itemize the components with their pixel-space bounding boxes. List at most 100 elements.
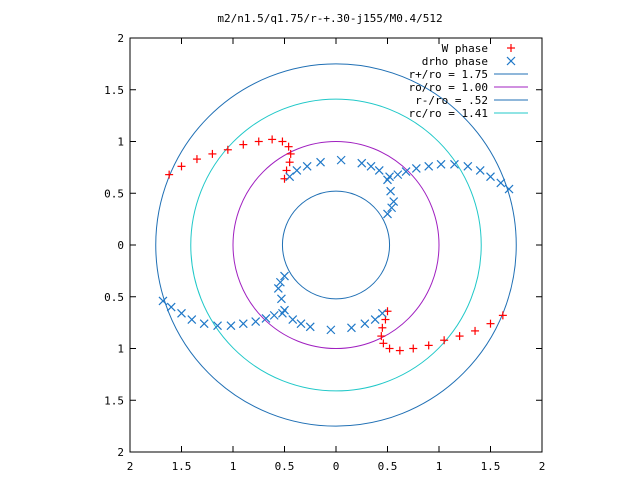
marker-stroke <box>275 277 285 287</box>
marker-stroke <box>305 322 315 332</box>
legend-marker <box>506 56 516 66</box>
marker-stroke <box>386 186 396 196</box>
y-tick-label: 1.5 <box>104 84 124 97</box>
y-tick-label: 2 <box>117 446 124 459</box>
marker-stroke <box>393 170 403 180</box>
drho-phase-point <box>273 284 283 293</box>
drho-phase-point <box>347 323 356 333</box>
w-phase-point <box>486 319 495 328</box>
drho-phase-point <box>275 277 285 287</box>
drho-phase-point <box>374 166 384 175</box>
marker-stroke <box>347 323 356 333</box>
y-tick-label: 1 <box>117 343 124 356</box>
y-tick-label: 1.5 <box>104 394 124 407</box>
marker-stroke <box>187 315 197 324</box>
drho-phase-point <box>226 321 236 331</box>
y-tick-label: 1 <box>117 136 124 149</box>
drho-phase-point <box>450 159 459 169</box>
w-phase-point <box>471 326 480 335</box>
drho-phase-point <box>366 161 376 171</box>
w-phase-point <box>409 344 418 353</box>
w-phase-point <box>440 336 449 345</box>
radius-circles <box>155 63 517 427</box>
x-tick-label: 1 <box>230 460 237 473</box>
drho-phase-point <box>401 167 411 176</box>
w-phase-point <box>284 142 293 151</box>
drho-phase-point <box>326 325 336 335</box>
w-phase-point <box>278 137 287 146</box>
radius-circle <box>155 63 517 427</box>
marker-stroke <box>357 158 367 168</box>
w-phase-point <box>378 323 387 332</box>
drho-phase-point <box>463 161 473 171</box>
drho-phase-point <box>486 172 495 182</box>
drho-phase-point <box>302 161 312 171</box>
w-phase-point <box>254 137 263 146</box>
legend-label: drho phase <box>422 55 488 68</box>
drho-phase-point <box>158 296 168 306</box>
drho-phase-point <box>292 166 302 175</box>
w-phase-point <box>286 149 295 158</box>
drho-phase-point <box>387 203 397 213</box>
x-tick-label: 2 <box>127 460 134 473</box>
chart-title: m2/n1.5/q1.75/r-+.30-j155/M0.4/512 <box>217 12 442 25</box>
x-tick-label: 0.5 <box>378 460 398 473</box>
w-phase-point <box>268 135 277 144</box>
drho-phase-point <box>389 197 399 206</box>
legend-label: r+/ro = 1.75 <box>409 68 488 81</box>
marker-stroke <box>383 175 392 185</box>
drho-phase-point <box>316 157 325 167</box>
legend-label: W phase <box>442 42 488 55</box>
marker-stroke <box>199 319 209 329</box>
marker-stroke <box>280 271 289 281</box>
x-tick-label: 0 <box>333 460 340 473</box>
drho-phase-point <box>377 308 387 318</box>
radius-circle <box>190 98 482 392</box>
drho-phase-point <box>269 310 279 320</box>
w-phase-point <box>285 158 294 167</box>
marker-stroke <box>166 302 176 312</box>
marker-stroke <box>424 161 434 171</box>
marker-stroke <box>177 308 186 318</box>
marker-stroke <box>387 203 397 213</box>
w-phase-point <box>223 145 232 154</box>
drho-phase-point <box>280 271 289 281</box>
marker-stroke <box>370 315 380 324</box>
marker-stroke <box>302 161 312 171</box>
w-phase-point <box>239 140 248 149</box>
drho-phase-point <box>424 161 434 171</box>
x-tick-label: 1.5 <box>481 460 501 473</box>
marker-stroke <box>486 172 495 182</box>
y-tick-label: 0.5 <box>104 291 124 304</box>
marker-stroke <box>360 319 370 329</box>
drho-phase-point <box>296 319 306 329</box>
w-phase-point <box>498 311 507 320</box>
w-phase-point <box>165 170 174 179</box>
marker-stroke <box>463 161 473 171</box>
y-tick-label: 2 <box>117 32 124 45</box>
drho-phase-point <box>261 314 271 323</box>
y-tick-label: 0 <box>117 239 124 252</box>
w-phase-point <box>192 155 201 164</box>
legend-label: ro/ro = 1.00 <box>409 81 488 94</box>
marker-stroke <box>411 163 421 173</box>
marker-stroke <box>285 172 295 182</box>
drho-phase-point <box>370 315 380 324</box>
w-phase-point <box>379 339 388 348</box>
marker-stroke <box>226 321 236 331</box>
drho-phase-point <box>360 319 370 329</box>
marker-stroke <box>269 310 279 320</box>
marker-stroke <box>496 178 506 188</box>
marker-stroke <box>213 321 222 331</box>
x-tick-label: 1 <box>436 460 443 473</box>
drho-phase-point <box>199 319 209 329</box>
drho-phase-point <box>238 319 248 329</box>
w-phase-point <box>424 341 433 350</box>
marker-stroke <box>261 314 271 323</box>
drho-phase-point <box>393 170 403 180</box>
marker-stroke <box>288 315 298 324</box>
marker-stroke <box>273 284 283 293</box>
drho-phase-point <box>305 322 315 332</box>
